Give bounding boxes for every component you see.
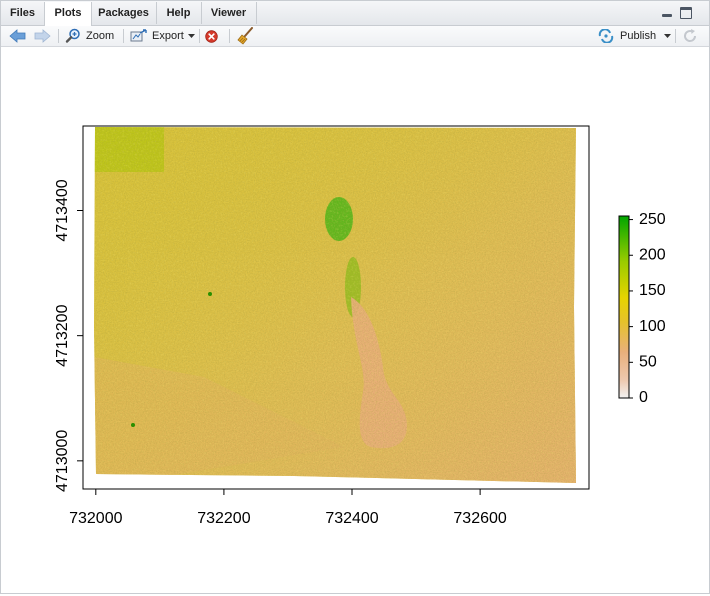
tab-help[interactable]: Help [156,2,202,24]
publish-button[interactable]: Publish [597,26,672,46]
export-icon [130,29,148,43]
raster-speck [208,292,212,296]
legend-tick-label: 100 [639,318,666,335]
legend-tick-label: 250 [639,211,666,228]
plot-viewport: 732000 732200 732400 732600 4713000 4713200 4… [1,47,709,593]
tab-plots[interactable]: Plots [44,2,92,26]
raster-texture [94,127,576,483]
x-axis: 732000 732200 732400 732600 [69,488,507,527]
plots-toolbar: Zoom Export [1,26,709,47]
y-axis: 4713000 4713200 4713400 [54,179,84,492]
publish-icon [597,29,615,43]
tab-packages[interactable]: Packages [91,2,157,24]
x-tick-label: 732400 [325,510,378,527]
chevron-down-icon [664,33,672,39]
zoom-icon [65,28,81,44]
zoom-label: Zoom [86,30,115,42]
export-label: Export [152,30,184,42]
raster-plot: 732000 732200 732400 732600 471300047132004… [54,125,666,527]
minimize-pane-icon[interactable] [661,7,673,19]
maximize-pane-icon[interactable] [680,7,692,19]
publish-label: Publish [620,30,657,42]
legend-tick-label: 200 [639,246,666,263]
x-tick-label: 732200 [197,510,250,527]
toolbar-separator [199,29,200,43]
broom-icon[interactable] [237,26,255,46]
raster-speck [131,423,135,427]
raster-image [94,127,576,483]
remove-plot-icon[interactable] [205,26,218,46]
legend-tick-label: 150 [639,282,666,299]
zoom-button[interactable]: Zoom [65,26,114,46]
toolbar-separator [675,29,676,43]
tab-viewer[interactable]: Viewer [201,2,257,24]
refresh-icon[interactable] [682,26,698,46]
y-tick-label: 4713400 [54,179,71,241]
toolbar-separator [58,29,59,43]
chevron-down-icon [187,33,195,39]
color-legend: 0 50 100 150 200 250 [618,211,666,406]
pane-tab-bar: Files Plots Packages Help Viewer [1,1,709,26]
legend-color-bar [618,215,630,399]
x-tick-label: 732600 [453,510,506,527]
toolbar-separator [229,29,230,43]
export-button[interactable]: Export [130,26,195,46]
y-tick-label: 4713000 [54,430,71,492]
toolbar-separator [123,29,124,43]
x-tick-label: 732000 [69,510,122,527]
legend-tick-label: 0 [639,389,648,406]
forward-arrow-icon[interactable] [33,26,51,46]
y-tick-label: 4713200 [54,304,71,366]
legend-tick-label: 50 [639,354,657,371]
back-arrow-icon[interactable] [9,26,27,46]
tab-files[interactable]: Files [1,2,45,24]
